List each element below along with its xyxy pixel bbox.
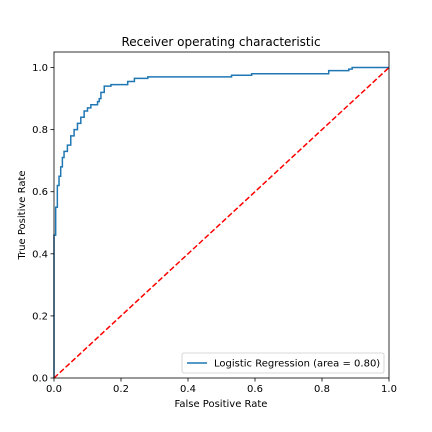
legend-label: Logistic Regression (area = 0.80) (214, 359, 380, 370)
x-tick-label: 0.2 (113, 384, 129, 395)
x-tick-label: 1.0 (381, 384, 397, 395)
chart-title: Receiver operating characteristic (121, 35, 320, 49)
x-tick-label: 0.0 (46, 384, 62, 395)
y-tick-label: 0.4 (32, 249, 48, 260)
y-tick-label: 1.0 (32, 63, 48, 74)
chance-diagonal-line (53, 66, 390, 379)
roc-curve (53, 66, 389, 378)
y-tick-label: 0.0 (32, 374, 48, 385)
legend-box (181, 352, 385, 374)
plot-area: 0.0 0.2 0.4 0.6 0.8 1.0 0.0 0.2 0.4 0.6 0.8 1.0 (32, 51, 397, 395)
plot-frame (53, 51, 390, 379)
x-tick-label: 0.6 (247, 384, 263, 395)
x-tick-label: 0.8 (314, 384, 330, 395)
x-tick-label: 0.4 (180, 384, 196, 395)
y-axis-label: True Positive Rate (17, 170, 28, 260)
y-tick-label: 0.2 (32, 311, 48, 322)
x-axis-label: False Positive Rate (175, 399, 268, 410)
y-tick-label: 0.8 (32, 125, 48, 136)
legend: Logistic Regression (area = 0.80) (181, 352, 385, 374)
y-tick-label: 0.6 (32, 187, 48, 198)
